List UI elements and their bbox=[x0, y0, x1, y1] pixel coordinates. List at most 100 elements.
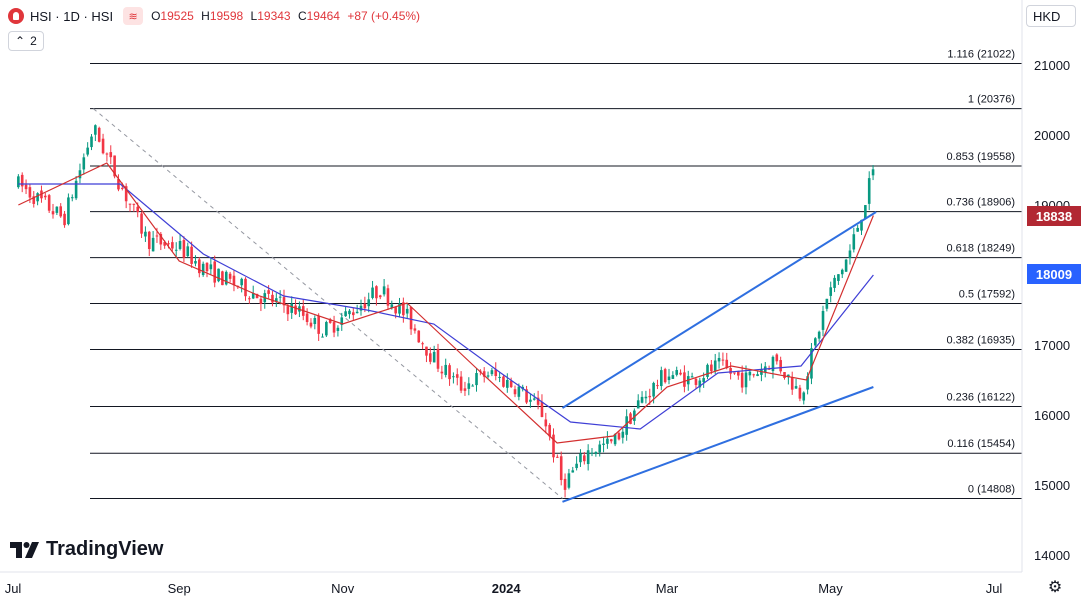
candle-body bbox=[74, 180, 78, 199]
indicators-collapse-button[interactable]: ⌃ 2 bbox=[8, 31, 44, 51]
candle-body bbox=[775, 354, 779, 362]
candle-body bbox=[525, 389, 528, 403]
candle-body bbox=[228, 273, 232, 279]
fib-level-label: 0.853 (19558) bbox=[947, 151, 1016, 163]
candle-body bbox=[313, 318, 317, 325]
candle-body bbox=[409, 307, 413, 330]
candle-body bbox=[429, 353, 432, 362]
candle-body bbox=[840, 269, 844, 275]
candle-body bbox=[579, 453, 582, 463]
candle-body bbox=[425, 346, 428, 356]
candle-body bbox=[132, 203, 136, 205]
fib-level-label: 0.116 (15454) bbox=[947, 438, 1015, 450]
candle-body bbox=[325, 322, 328, 336]
time-tick-label: Mar bbox=[656, 581, 679, 596]
trend-line[interactable] bbox=[562, 386, 874, 503]
high-label: H bbox=[201, 9, 210, 23]
candle-body bbox=[20, 174, 24, 187]
time-tick-label: Jul bbox=[5, 581, 22, 596]
candle-body bbox=[586, 450, 590, 465]
candle-body bbox=[105, 153, 109, 155]
candle-body bbox=[667, 376, 671, 381]
candle-body bbox=[390, 304, 394, 308]
open-label: O bbox=[151, 9, 161, 23]
candle-body bbox=[621, 431, 625, 438]
candle-body bbox=[436, 348, 440, 369]
candle-body bbox=[602, 443, 605, 445]
time-tick-label: May bbox=[818, 581, 843, 596]
candle-body bbox=[186, 246, 190, 257]
candle-body bbox=[860, 219, 863, 231]
fib-level-label: 1.116 (21022) bbox=[947, 48, 1015, 60]
wave-icon[interactable]: ≋ bbox=[123, 7, 144, 25]
time-tick-label: Sep bbox=[168, 581, 191, 596]
candle-body bbox=[532, 398, 536, 400]
candle-body bbox=[432, 351, 436, 363]
candle-body bbox=[640, 396, 644, 403]
time-axis[interactable]: Jul Sep Nov 2024 Mar May Jul bbox=[0, 571, 1022, 596]
candle-body bbox=[182, 240, 186, 258]
candle-body bbox=[452, 376, 455, 378]
currency-selector[interactable]: HKD bbox=[1026, 5, 1076, 27]
candle-body bbox=[748, 371, 752, 376]
candle-body bbox=[856, 227, 859, 232]
candle-body bbox=[55, 206, 59, 213]
candle-body bbox=[124, 186, 128, 202]
candle-body bbox=[213, 261, 217, 283]
candle-body bbox=[660, 370, 663, 387]
trend-line[interactable] bbox=[561, 211, 877, 409]
symbol-title[interactable]: HSI · 1D · HSI bbox=[30, 8, 114, 24]
candle-body bbox=[97, 127, 101, 142]
candle-body bbox=[848, 250, 852, 258]
candle-body bbox=[790, 377, 794, 390]
candle-body bbox=[336, 327, 340, 332]
candle-body bbox=[221, 271, 224, 286]
low-label: L bbox=[250, 9, 258, 23]
candle-body bbox=[305, 313, 309, 323]
candle-body bbox=[240, 278, 243, 286]
tradingview-logo[interactable]: TradingView bbox=[10, 538, 163, 561]
candle-body bbox=[698, 380, 702, 388]
candle-body bbox=[109, 152, 113, 158]
candle-body bbox=[544, 419, 548, 427]
candle-body bbox=[163, 242, 166, 246]
candle-body bbox=[113, 155, 116, 177]
candle-body bbox=[513, 389, 517, 395]
fib-level-label: 0.618 (18249) bbox=[947, 243, 1016, 255]
tradingview-logo-icon bbox=[10, 541, 39, 558]
candle-body bbox=[671, 375, 675, 379]
candle-body bbox=[567, 473, 571, 488]
candle-body bbox=[444, 364, 448, 375]
fib-level-label: 0.5 (17592) bbox=[959, 289, 1015, 301]
candle-body bbox=[205, 262, 209, 272]
candle-body bbox=[844, 259, 848, 272]
candle-body bbox=[833, 277, 836, 288]
candle-body bbox=[359, 305, 363, 311]
candle-body bbox=[871, 169, 875, 176]
candle-body bbox=[413, 328, 417, 331]
ma-fast-price: 18838 bbox=[1035, 208, 1073, 224]
candle-body bbox=[652, 382, 655, 397]
settings-gear-icon[interactable]: ⚙ bbox=[1047, 579, 1063, 596]
price-tick-label: 15000 bbox=[1034, 478, 1070, 493]
candle-body bbox=[90, 136, 93, 148]
candle-body bbox=[309, 322, 313, 327]
candle-body bbox=[51, 211, 55, 215]
candle-body bbox=[128, 203, 132, 205]
candle-body bbox=[552, 434, 555, 458]
candle-body bbox=[459, 376, 463, 391]
candle-body bbox=[737, 370, 740, 376]
candle-body bbox=[317, 315, 320, 334]
candle-body bbox=[340, 317, 344, 325]
candle-body bbox=[482, 371, 486, 377]
candle-body bbox=[217, 268, 220, 282]
candle-body bbox=[825, 298, 829, 309]
trend-lines[interactable] bbox=[561, 211, 877, 503]
candle-body bbox=[498, 376, 501, 378]
candle-body bbox=[36, 193, 39, 202]
candle-body bbox=[717, 357, 721, 362]
price-axis[interactable]: 1400015000160001700018000190002000021000 bbox=[1021, 0, 1070, 572]
candle-body bbox=[829, 287, 833, 296]
candle-body bbox=[386, 288, 390, 306]
